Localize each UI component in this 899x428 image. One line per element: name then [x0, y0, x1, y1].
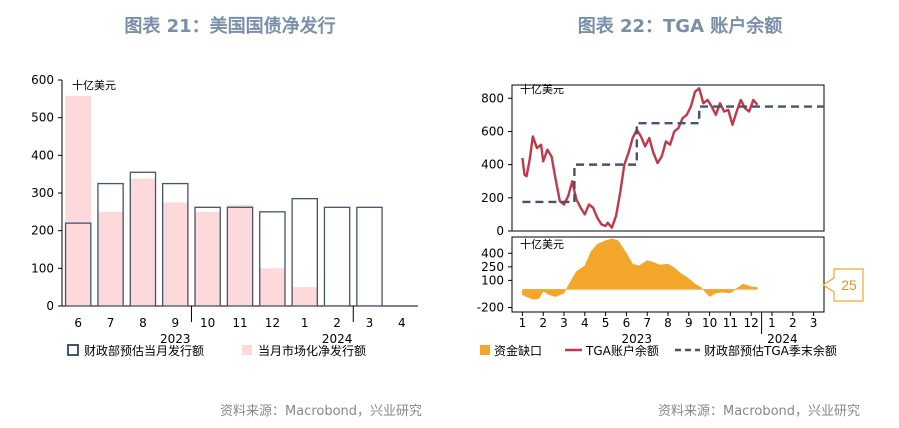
bar-market-net-issuance	[65, 95, 92, 306]
right-x-tick-label: 8	[664, 316, 672, 330]
treasury-estimated-tga-line	[522, 105, 824, 204]
upper-y-tick-label: 0	[496, 224, 504, 238]
legend-marker-market	[242, 345, 252, 355]
lower-y-tick-label: 250	[481, 260, 504, 274]
bar-treasury-estimate	[194, 206, 221, 307]
right-x-tick-label: 3	[810, 316, 818, 330]
left-y-tick-label: 500	[31, 111, 54, 125]
bar-market-net-issuance	[97, 211, 124, 306]
left-x-tick-label: 1	[301, 316, 309, 330]
right-x-tick-label: 11	[723, 316, 738, 330]
legend-marker-estimate	[67, 344, 79, 356]
right-x-tick-label: 10	[702, 316, 717, 330]
right-year-label: 2024	[767, 332, 798, 346]
upper-y-tick-label: 600	[481, 124, 504, 138]
bar-market-net-issuance	[227, 205, 253, 306]
upper-panel-frame	[511, 84, 825, 232]
right-x-tick-label: 12	[744, 316, 759, 330]
left-x-tick-label: 8	[139, 316, 147, 330]
left-x-tick-label: 11	[232, 316, 247, 330]
left-x-tick-label: 9	[171, 316, 179, 330]
left-x-tick-label: 2	[333, 316, 341, 330]
upper-y-tick-label: 200	[481, 191, 504, 205]
bar-market-net-issuance	[259, 268, 286, 306]
upper-y-tick-label: 400	[481, 158, 504, 172]
left-year-label: 2023	[160, 332, 191, 346]
right-x-tick-label: 2	[789, 316, 797, 330]
left-unit-label: 十亿美元	[72, 78, 116, 92]
legend-label-estimate: 财政部预估当月发行额	[84, 343, 204, 358]
right-x-tick-label: 9	[685, 316, 693, 330]
bar-treasury-estimate	[226, 206, 254, 307]
right-x-tick-label: 2	[539, 316, 547, 330]
legend-label-estimate-tga: 财政部预估TGA季末余额	[704, 343, 837, 358]
bar-market-net-issuance	[162, 202, 189, 306]
bar-market-net-issuance	[129, 178, 156, 306]
right-year-label: 2023	[622, 332, 653, 346]
left-y-tick-label: 400	[31, 148, 54, 162]
left-x-tick-label: 12	[265, 316, 280, 330]
bar-treasury-estimate	[291, 197, 318, 307]
lower-unit-label: 十亿美元	[520, 237, 564, 251]
legend-marker-gap	[480, 345, 490, 355]
bar-treasury-estimate	[356, 206, 383, 307]
right-x-tick-label: 1	[768, 316, 776, 330]
left-x-tick-label: 6	[74, 316, 82, 330]
chart-title-right: 图表 22：TGA 账户余额	[577, 16, 783, 37]
left-y-tick-label: 300	[31, 186, 54, 200]
bar-treasury-estimate	[64, 222, 92, 307]
left-y-tick-label: 100	[31, 261, 54, 275]
left-x-tick-label: 7	[107, 316, 115, 330]
lower-y-tick-label: -200	[477, 300, 504, 314]
bar-treasury-estimate	[97, 182, 124, 307]
left-y-tick-label: 600	[31, 73, 54, 87]
left-x-tick-label: 10	[200, 316, 215, 330]
right-x-tick-label: 7	[643, 316, 651, 330]
legend-label-market: 当月市场化净发行额	[258, 343, 366, 358]
bar-market-net-issuance	[291, 287, 318, 306]
right-x-tick-label: 3	[560, 316, 568, 330]
badge-number: 25	[841, 277, 857, 293]
right-x-tick-label: 1	[519, 316, 527, 330]
legend-label-gap: 资金缺口	[494, 343, 542, 358]
bar-treasury-estimate	[129, 171, 157, 307]
source-right: 资料来源：Macrobond，兴业研究	[658, 404, 861, 419]
upper-unit-label: 十亿美元	[520, 82, 564, 96]
bar-treasury-estimate	[162, 182, 189, 307]
bar-treasury-estimate	[323, 206, 351, 307]
chart-title-left: 图表 21：美国国债净发行	[124, 16, 336, 37]
right-x-tick-label: 6	[623, 316, 631, 330]
left-y-tick-label: 0	[46, 299, 54, 313]
left-x-tick-label: 3	[366, 316, 374, 330]
page-badge: 25	[822, 268, 864, 302]
tga-balance-line	[521, 87, 759, 229]
bar-treasury-estimate	[259, 211, 286, 307]
left-year-label: 2024	[322, 332, 353, 346]
left-y-tick-label: 200	[31, 224, 54, 238]
upper-y-tick-label: 800	[481, 91, 504, 105]
legend-label-tga: TGA账户余额	[585, 343, 659, 358]
lower-y-tick-label: 400	[481, 246, 504, 260]
right-x-tick-label: 5	[602, 316, 610, 330]
source-left: 资料来源：Macrobond，兴业研究	[220, 404, 423, 419]
lower-y-tick-label: 100	[481, 273, 504, 287]
left-x-tick-label: 4	[398, 316, 406, 330]
funding-gap-area	[522, 238, 758, 300]
bar-market-net-issuance	[194, 211, 221, 306]
right-x-tick-label: 4	[581, 316, 589, 330]
